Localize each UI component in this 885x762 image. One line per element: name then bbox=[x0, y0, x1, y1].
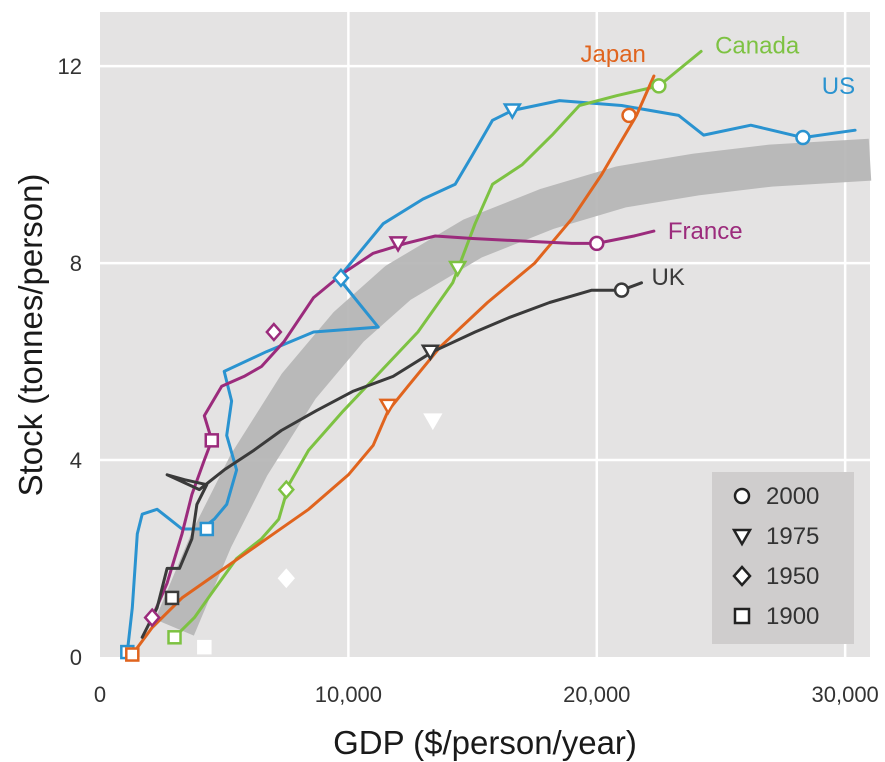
x-tick-label: 10,000 bbox=[315, 682, 382, 707]
triangle-down-marker bbox=[423, 413, 443, 431]
triangle-down-icon bbox=[731, 528, 753, 547]
square-marker bbox=[204, 433, 220, 448]
trend-band bbox=[155, 138, 872, 636]
x-tick-label: 20,000 bbox=[563, 682, 630, 707]
legend-label: 1900 bbox=[766, 603, 819, 630]
triangle-down-marker bbox=[502, 103, 522, 120]
triangle-down-marker bbox=[378, 398, 398, 416]
circle-marker bbox=[795, 129, 811, 146]
legend-label: 1950 bbox=[766, 563, 819, 590]
triangle-down-marker bbox=[448, 260, 468, 278]
series-label-japan: Japan bbox=[581, 41, 646, 68]
series-labels: US Canada Japan France UK bbox=[581, 32, 856, 290]
trend-band-path bbox=[155, 138, 872, 636]
triangle-down-marker bbox=[388, 236, 408, 253]
series-line-uk bbox=[140, 281, 643, 639]
x-tick-label: 30,000 bbox=[812, 682, 879, 707]
legend-entry: 1950 bbox=[732, 563, 819, 590]
diamond-marker bbox=[277, 568, 295, 589]
series-label-france: France bbox=[668, 218, 743, 245]
square-marker bbox=[167, 630, 182, 645]
series-label-uk: UK bbox=[651, 264, 684, 291]
diamond-marker bbox=[277, 479, 295, 500]
legend-entry: 1900 bbox=[733, 603, 819, 630]
square-icon bbox=[733, 607, 751, 625]
series-line-us bbox=[125, 99, 857, 654]
y-tick-label: 0 bbox=[70, 645, 82, 670]
tick-labels: 0 10,000 20,000 30,000 0 4 8 12 bbox=[58, 54, 879, 707]
legend-label: 1975 bbox=[766, 523, 819, 550]
diamond-marker bbox=[332, 267, 350, 288]
y-tick-label: 8 bbox=[70, 251, 82, 276]
circle-marker bbox=[589, 235, 605, 252]
circle-marker bbox=[613, 282, 630, 298]
legend: 2000 1975 1950 1900 bbox=[712, 472, 854, 644]
series-label-canada: Canada bbox=[715, 32, 800, 59]
y-axis-title: Stock (tonnes/person) bbox=[12, 174, 49, 497]
circle-icon bbox=[733, 487, 751, 505]
y-tick-label: 12 bbox=[58, 54, 82, 79]
series-markers bbox=[120, 78, 811, 662]
x-tick-label: 0 bbox=[94, 682, 106, 707]
square-marker bbox=[125, 647, 140, 662]
series-line-france bbox=[150, 229, 656, 620]
square-marker bbox=[164, 590, 180, 606]
legend-entry: 1975 bbox=[731, 523, 819, 550]
diamond-icon bbox=[732, 565, 752, 587]
series-label-us: US bbox=[822, 73, 855, 100]
diamond-marker bbox=[265, 322, 283, 342]
square-marker bbox=[197, 639, 212, 655]
y-tick-label: 4 bbox=[70, 448, 82, 473]
circle-marker bbox=[651, 78, 667, 94]
series-lines bbox=[125, 49, 857, 656]
diamond-marker bbox=[143, 607, 161, 628]
x-axis-title: GDP ($/person/year) bbox=[333, 724, 637, 761]
series-line-japan bbox=[130, 74, 656, 656]
legend-label: 2000 bbox=[766, 483, 819, 510]
square-marker bbox=[199, 521, 215, 537]
legend-entry: 2000 bbox=[733, 483, 819, 510]
triangle-down-marker bbox=[420, 344, 441, 362]
circle-marker bbox=[621, 107, 637, 124]
